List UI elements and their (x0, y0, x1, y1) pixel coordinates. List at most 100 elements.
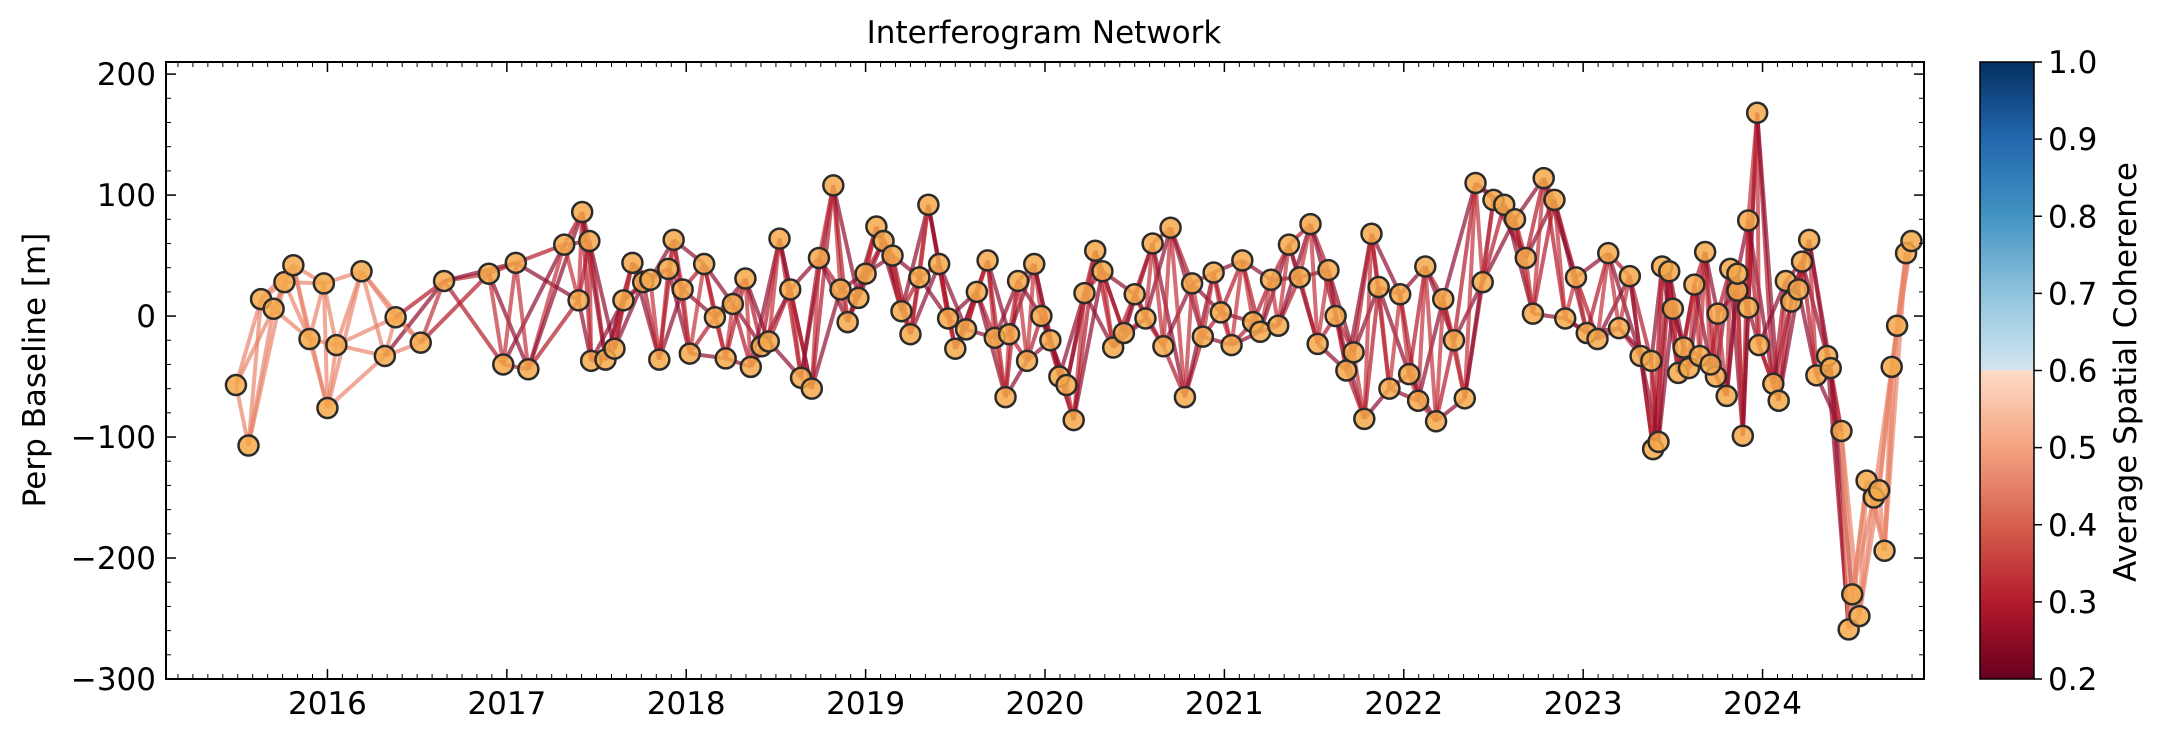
acquisition-point (1885, 314, 1909, 337)
acquisition-point (1521, 302, 1545, 325)
network-edge (1434, 339, 1456, 422)
network-edge (1229, 260, 1245, 346)
chart-title: Interferogram Network (867, 15, 1222, 51)
y-tick-label: 0 (136, 299, 156, 335)
network-edge (1308, 223, 1320, 345)
network-edge (234, 298, 263, 386)
colorbar-tick-label: 0.7 (2048, 276, 2097, 312)
acquisition-point (847, 286, 870, 310)
network-edge (334, 270, 364, 346)
acquisition-point (1747, 333, 1771, 357)
colorbar-tick-label: 0.9 (2048, 122, 2097, 158)
acquisition-point (504, 251, 528, 275)
acquisition-point (1706, 302, 1729, 325)
acquisition-point (1360, 222, 1383, 246)
acquisition-point (578, 229, 601, 253)
network-edge (809, 185, 836, 389)
network-edge (1441, 182, 1478, 300)
x-axis: 2016 2017 2018 2019 2020 2021 2022 2023 2024 (177, 62, 1913, 722)
acquisition-point (1658, 260, 1681, 283)
acquisition-point (954, 318, 978, 341)
acquisition-point (1306, 332, 1329, 356)
acquisition-points (224, 101, 1923, 641)
network-edge (1606, 252, 1622, 329)
acquisition-point (282, 253, 305, 277)
acquisition-point (1586, 327, 1609, 351)
network-edge (687, 263, 707, 354)
network-edge (917, 204, 931, 278)
network-edge (1362, 286, 1381, 420)
network-edge (234, 307, 276, 386)
acquisition-point (1553, 307, 1577, 330)
acquisition-point (678, 342, 702, 365)
acquisition-point (976, 249, 999, 272)
network-edge (1376, 286, 1392, 389)
network-edge (1297, 276, 1320, 345)
acquisition-point (350, 260, 373, 283)
acquisition-point (1618, 264, 1642, 288)
network-edge (1315, 269, 1331, 345)
acquisition-point (1134, 307, 1157, 330)
acquisition-point (603, 337, 626, 360)
y-tick-label: 100 (97, 178, 156, 214)
x-tick-label: 2016 (288, 686, 367, 722)
y-tick-label: 200 (97, 57, 156, 93)
acquisition-point (1220, 333, 1243, 357)
network-edge (1387, 294, 1403, 389)
acquisition-point (1030, 304, 1053, 328)
network-edge (1757, 280, 1788, 346)
acquisition-point (927, 252, 951, 276)
acquisition-point (517, 358, 540, 381)
acquisition-point (1736, 296, 1760, 319)
acquisition-point (965, 280, 989, 304)
acquisition-point (1867, 479, 1891, 502)
acquisition-point (908, 266, 931, 289)
acquisition-point (1745, 101, 1769, 125)
acquisition-point (1397, 362, 1421, 386)
acquisition-point (1277, 233, 1301, 256)
network-edges (234, 112, 1914, 631)
acquisition-point (567, 289, 590, 312)
network-edge (1150, 243, 1187, 398)
acquisition-point (1715, 384, 1738, 408)
acquisition-point (829, 278, 852, 301)
acquisition-point (768, 227, 791, 250)
colorbar-tick-label: 1.0 (2048, 45, 2097, 81)
y-tick-label: −300 (71, 662, 156, 698)
acquisition-point (1022, 252, 1046, 276)
network-edge (1143, 243, 1155, 319)
acquisition-point (703, 306, 727, 329)
network-edge (1276, 244, 1291, 327)
acquisition-point (1378, 377, 1401, 400)
acquisition-point (1073, 281, 1096, 305)
acquisition-point (881, 244, 904, 267)
network-edge (501, 262, 518, 365)
acquisition-point (1647, 430, 1670, 454)
network-edge (587, 241, 594, 361)
network-edge (817, 185, 836, 259)
acquisition-point (1209, 301, 1233, 324)
acquisition-point (1091, 260, 1114, 283)
acquisition-point (273, 270, 296, 294)
network-edge (326, 354, 387, 410)
network-edge (246, 298, 264, 446)
network-edge (899, 204, 931, 312)
acquisition-point (373, 344, 397, 368)
acquisition-point (1388, 283, 1412, 306)
network-edge (648, 279, 662, 360)
acquisition-point (1006, 269, 1030, 293)
acquisition-point (298, 327, 321, 351)
network-edge (1168, 227, 1187, 398)
x-tick-label: 2019 (826, 686, 905, 722)
acquisition-point (1848, 604, 1871, 628)
network-edge (501, 243, 567, 366)
acquisition-point (1873, 539, 1896, 563)
acquisition-point (409, 331, 432, 354)
acquisition-point (1367, 275, 1390, 299)
acquisition-point (224, 373, 248, 397)
acquisition-point (714, 347, 737, 370)
acquisition-point (1543, 188, 1566, 212)
acquisition-point (1564, 266, 1588, 289)
x-tick-label: 2017 (467, 686, 546, 722)
acquisition-point (1514, 246, 1538, 270)
